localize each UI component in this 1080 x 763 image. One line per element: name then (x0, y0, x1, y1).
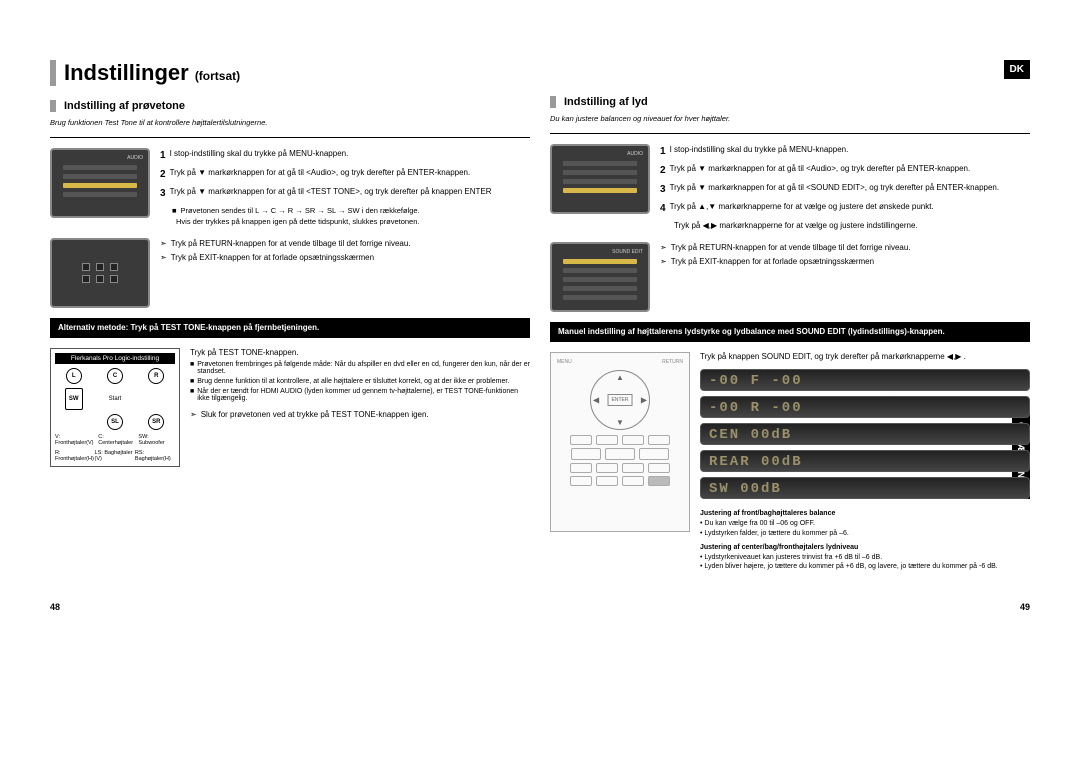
test-tone-step1: Tryk på TEST TONE-knappen. (190, 348, 530, 357)
manual-method-bar: Manuel indstilling af højttalerens lydst… (550, 322, 1030, 342)
return-text: Tryk på RETURN-knappen for at vende tilb… (171, 238, 411, 250)
section-title-left: Indstilling af prøvetone (50, 100, 530, 112)
step-text: Tryk på ▼ markørknappen for at gå til <T… (170, 186, 492, 201)
left-tagline: Brug funktionen Test Tone til at kontrol… (50, 118, 530, 127)
fineprint-title: Justering af front/baghøjttaleres balanc… (700, 509, 1030, 519)
note-text: Hvis der trykkes på knappen igen på dett… (176, 216, 419, 227)
page-left: Indstillinger (fortsat) Indstilling af p… (50, 60, 530, 582)
speaker-diagram: Flerkanals Pro Logic-indstilling L C R S… (50, 348, 180, 467)
page-number-left: 48 (50, 602, 60, 612)
lcd-display: -00 R -00 (700, 396, 1030, 418)
tv-screenshot-soundedit: SOUND EDIT (550, 242, 650, 312)
return-text: Tryk på RETURN-knappen for at vende tilb… (671, 242, 911, 254)
fineprint-line: • Lydstyrken falder, jo tættere du komme… (700, 529, 1030, 539)
remote-diagram: MENURETURN ▲▼ ◀▶ ENTER (550, 352, 690, 532)
tv-screenshot-speakers (50, 238, 150, 308)
fineprint-title: Justering af center/bag/fronthøjtalers l… (700, 543, 1030, 553)
step-text: I stop-indstilling skal du trykke på MEN… (170, 148, 349, 163)
lcd-display: CEN 00dB (700, 423, 1030, 445)
tv-screenshot-audio-r: AUDIO (550, 144, 650, 214)
diagram-title: Flerkanals Pro Logic-indstilling (55, 353, 175, 364)
step-text: Tryk på ▼ markørknappen for at gå til <A… (170, 167, 471, 182)
title-text: Indstillinger (64, 60, 189, 85)
dpad-icon: ▲▼ ◀▶ ENTER (590, 370, 650, 430)
fineprint-line: • Du kan vælge fra 00 til –06 og OFF. (700, 519, 1030, 529)
note-text: Prøvetonen sendes til L → C → R → SR → S… (181, 205, 420, 216)
step-text: I stop-indstilling skal du trykke på MEN… (670, 144, 849, 159)
tv-screenshot-audio: AUDIO (50, 148, 150, 218)
fineprint-line: • Lydstyrkeniveauet kan justeres trinvis… (700, 553, 1030, 563)
section-title-right: Indstilling af lyd (550, 96, 1030, 108)
right-tagline: Du kan justere balancen og niveauet for … (550, 114, 1030, 123)
sound-edit-instruction: Tryk på knappen SOUND EDIT, og tryk dere… (700, 352, 1030, 361)
page-right: Indstilling af lyd Du kan justere balanc… (550, 60, 1030, 582)
test-tone-step2: Sluk for prøvetonen ved at trykke på TES… (201, 410, 429, 419)
lcd-display: -00 F -00 (700, 369, 1030, 391)
lcd-display: REAR 00dB (700, 450, 1030, 472)
step-text: Tryk på ▼ markørknappen for at gå til <A… (670, 163, 971, 178)
page-number-right: 49 (1020, 602, 1030, 612)
title-sub: (fortsat) (195, 69, 240, 83)
alt-method-bar: Alternativ metode: Tryk på TEST TONE-kna… (50, 318, 530, 338)
exit-text: Tryk på EXIT-knappen for at forlade opsæ… (671, 256, 874, 268)
exit-text: Tryk på EXIT-knappen for at forlade opsæ… (171, 252, 374, 264)
step-text: Tryk på ▼ markørknappen for at gå til <S… (670, 182, 1000, 197)
lcd-display: SW 00dB (700, 477, 1030, 499)
step-text: Tryk på ◀,▶ markørknapperne for at vælge… (674, 220, 1030, 232)
step-text: Tryk på ▲,▼ markørknapperne for at vælge… (670, 201, 934, 216)
fineprint-line: • Lyden bliver højere, jo tættere du kom… (700, 562, 1030, 572)
page-title: Indstillinger (fortsat) (50, 60, 530, 86)
